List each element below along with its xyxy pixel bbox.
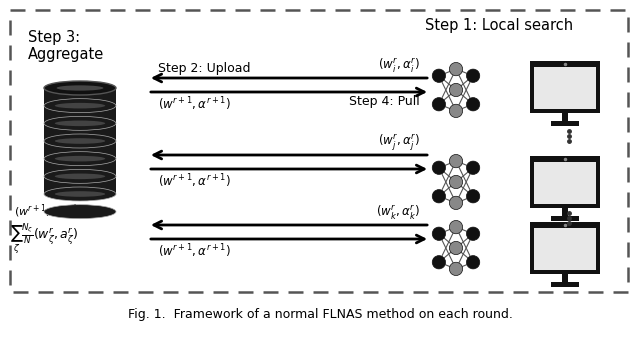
Circle shape: [467, 98, 480, 111]
Circle shape: [449, 221, 463, 234]
Bar: [562, 208, 568, 218]
Circle shape: [449, 175, 463, 189]
Bar: [562, 113, 568, 123]
Bar: [530, 156, 600, 208]
Circle shape: [449, 104, 463, 117]
Bar: [551, 282, 579, 287]
Bar: [44, 176, 116, 194]
Bar: [530, 61, 600, 113]
Circle shape: [467, 256, 480, 269]
Bar: [551, 216, 579, 221]
Text: $(w^{r+1}, \alpha^{r+1})$: $(w^{r+1}, \alpha^{r+1})$: [158, 242, 231, 260]
Ellipse shape: [44, 187, 116, 201]
Ellipse shape: [44, 116, 116, 130]
Ellipse shape: [44, 81, 116, 95]
Text: Step 3:
Aggregate: Step 3: Aggregate: [28, 30, 104, 62]
Circle shape: [432, 256, 445, 269]
Circle shape: [467, 161, 480, 174]
Bar: [551, 121, 579, 126]
Ellipse shape: [44, 152, 116, 166]
Circle shape: [449, 262, 463, 276]
FancyBboxPatch shape: [10, 10, 628, 292]
Ellipse shape: [44, 169, 116, 183]
Ellipse shape: [44, 205, 116, 219]
Text: $(w_k^r, \alpha_k^r)$: $(w_k^r, \alpha_k^r)$: [376, 204, 420, 222]
Circle shape: [467, 69, 480, 82]
Bar: [534, 67, 596, 109]
Circle shape: [432, 69, 445, 82]
Ellipse shape: [44, 99, 116, 113]
Text: $(w^{r+1}, \alpha^{r+1})$: $(w^{r+1}, \alpha^{r+1})$: [158, 95, 231, 113]
Circle shape: [449, 62, 463, 76]
Ellipse shape: [44, 134, 116, 148]
Circle shape: [432, 190, 445, 203]
Ellipse shape: [55, 103, 105, 108]
Ellipse shape: [56, 85, 104, 91]
Bar: [44, 106, 116, 124]
Bar: [44, 88, 116, 106]
Text: Fig. 1.  Framework of a normal FLNAS method on each round.: Fig. 1. Framework of a normal FLNAS meth…: [127, 308, 513, 321]
Circle shape: [432, 161, 445, 174]
Text: $(w^{r+1}, \alpha^{r+1})$: $(w^{r+1}, \alpha^{r+1})$: [158, 172, 231, 190]
Text: Step 2: Upload: Step 2: Upload: [158, 62, 250, 75]
Text: Step 1: Local search: Step 1: Local search: [425, 18, 573, 33]
Circle shape: [449, 83, 463, 97]
Circle shape: [467, 190, 480, 203]
Ellipse shape: [55, 138, 105, 144]
Circle shape: [432, 227, 445, 241]
Circle shape: [449, 196, 463, 209]
Ellipse shape: [55, 121, 105, 126]
Circle shape: [432, 98, 445, 111]
Bar: [44, 141, 116, 159]
Circle shape: [449, 154, 463, 168]
Text: $\sum_{\zeta} \frac{N_{\zeta}}{N}(w_{\zeta}^r, a_{\zeta}^r)$: $\sum_{\zeta} \frac{N_{\zeta}}{N}(w_{\ze…: [10, 222, 78, 257]
Text: $(w_i^r, \alpha_i^r)$: $(w_i^r, \alpha_i^r)$: [378, 57, 420, 75]
Bar: [530, 222, 600, 274]
Text: $(w^{r+1}, \alpha^{r+1})$ =: $(w^{r+1}, \alpha^{r+1})$ =: [14, 202, 95, 219]
Bar: [44, 124, 116, 141]
Circle shape: [449, 241, 463, 255]
Ellipse shape: [55, 174, 105, 179]
Ellipse shape: [55, 191, 105, 197]
Bar: [44, 159, 116, 176]
Ellipse shape: [55, 156, 105, 161]
Text: $(w_j^r, \alpha_j^r)$: $(w_j^r, \alpha_j^r)$: [378, 132, 420, 152]
Bar: [534, 228, 596, 270]
Bar: [562, 274, 568, 284]
Text: Step 4: Pull: Step 4: Pull: [349, 95, 420, 108]
Bar: [534, 162, 596, 204]
Circle shape: [467, 227, 480, 241]
